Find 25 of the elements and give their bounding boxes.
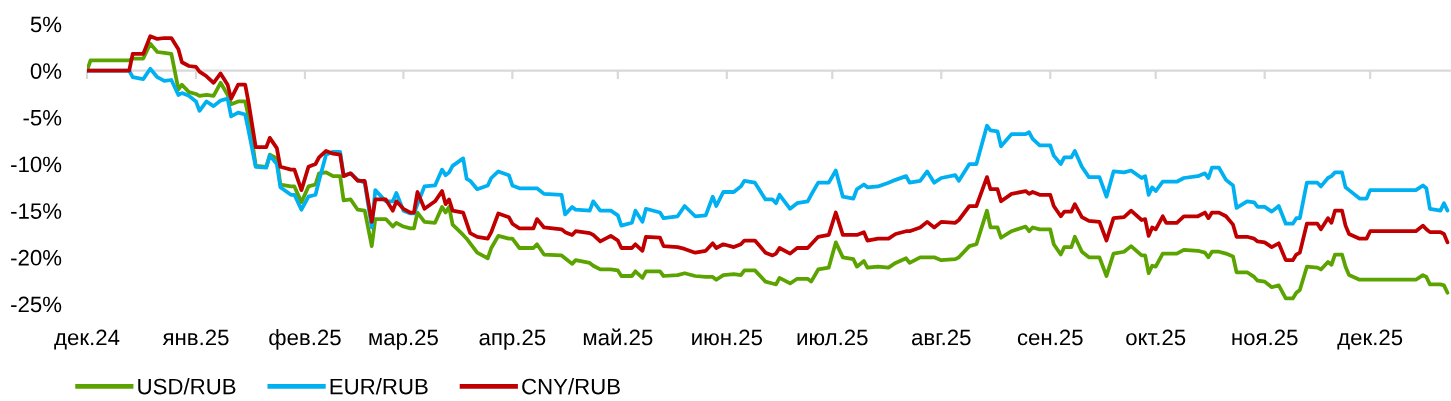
y-tick-label: -25%	[11, 296, 62, 313]
x-tick-label: фев.25	[269, 329, 341, 350]
legend-label: EUR/RUB	[330, 378, 428, 395]
legend-label: CNY/RUB	[522, 378, 620, 395]
y-tick-label: 0%	[30, 63, 62, 79]
x-tick-label: сен.25	[1017, 329, 1083, 346]
x-tick-label: май.25	[583, 328, 653, 346]
legend-label: USD/RUB	[138, 378, 236, 395]
x-tick-label: мар.25	[369, 329, 438, 350]
x-tick-label: дек.25	[1337, 329, 1403, 350]
x-tick-label: авг.25	[911, 329, 971, 346]
x-tick-label: окт.25	[1126, 329, 1186, 346]
x-tick-label: янв.25	[162, 329, 229, 346]
y-tick-label: -10%	[11, 156, 62, 173]
y-tick-label: -15%	[11, 203, 62, 219]
y-tick-label: -20%	[11, 249, 62, 266]
x-tick-label: дек.24	[54, 329, 120, 350]
line-series	[87, 41, 1450, 301]
y-tick-label: -5%	[23, 109, 62, 126]
x-tick-label: ноя.25	[1232, 329, 1298, 346]
x-tick-label: апр.25	[479, 329, 546, 350]
x-tick-label: июн.25	[692, 329, 763, 346]
y-tick-label: 5%	[30, 16, 62, 33]
line-series	[87, 34, 1450, 263]
x-tick-label: июл.25	[797, 329, 868, 346]
